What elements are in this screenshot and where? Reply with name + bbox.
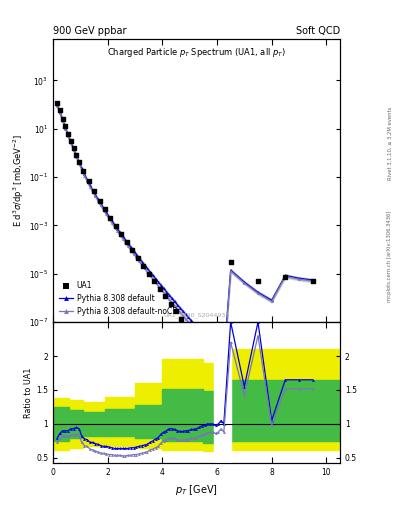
Point [167,300,174,308]
Point [156,285,163,293]
Y-axis label: Ratio to UA1: Ratio to UA1 [24,368,33,418]
Point [80,167,86,175]
Point [282,273,288,282]
Point [54,99,60,107]
Text: Soft QCD: Soft QCD [296,26,340,36]
Point [178,314,185,323]
Point [189,329,196,337]
Y-axis label: E d$^3\sigma$/dp$^3$ [mb,GeV$^{-2}$]: E d$^3\sigma$/dp$^3$ [mb,GeV$^{-2}$] [12,134,26,227]
Point [140,262,146,270]
Point [68,137,74,145]
Point [200,343,206,351]
Text: UA1_1990_S2044935: UA1_1990_S2044935 [163,312,230,318]
Legend: UA1, Pythia 8.308 default, Pythia 8.308 default-noCR: UA1, Pythia 8.308 default, Pythia 8.308 … [57,279,180,318]
Point [135,254,141,262]
Point [96,197,103,205]
Point [145,270,152,278]
Point [76,158,82,166]
Point [255,277,261,285]
Point [73,151,79,159]
X-axis label: $p_T$ [GeV]: $p_T$ [GeV] [175,483,218,497]
Text: Charged Particle $p_T$ Spectrum (UA1, all $p_T$): Charged Particle $p_T$ Spectrum (UA1, al… [107,47,286,59]
Point [102,205,108,214]
Point [70,144,77,152]
Point [195,336,201,344]
Point [91,187,97,196]
Point [206,351,212,359]
Point [309,277,316,285]
Point [129,246,136,254]
Text: mcplots.cern.ch [arXiv:1306.3436]: mcplots.cern.ch [arXiv:1306.3436] [387,210,392,302]
Text: 900 GeV ppbar: 900 GeV ppbar [53,26,127,36]
Point [162,292,168,301]
Point [113,222,119,230]
Point [85,177,92,185]
Point [107,214,114,222]
Point [228,258,234,266]
Point [62,122,68,131]
Point [118,230,125,239]
Point [173,307,179,315]
Point [57,106,63,115]
Point [151,277,157,285]
Point [59,115,66,123]
Point [124,238,130,246]
Text: Rivet 3.1.10, ≥ 3.2M events: Rivet 3.1.10, ≥ 3.2M events [387,106,392,180]
Point [65,130,71,138]
Point [184,322,190,330]
